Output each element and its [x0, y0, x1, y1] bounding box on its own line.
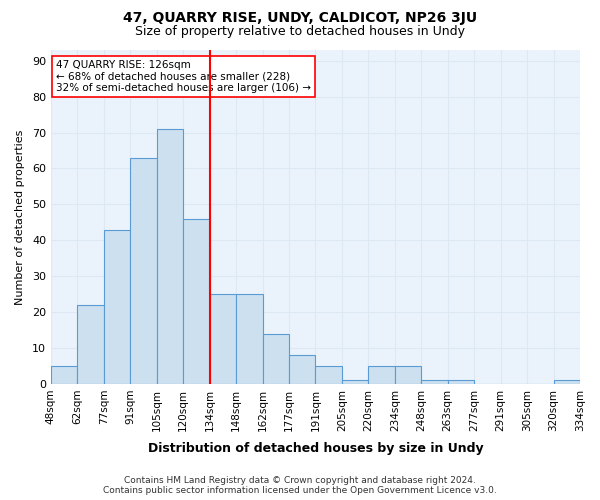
Y-axis label: Number of detached properties: Number of detached properties	[15, 130, 25, 304]
Bar	[448, 380, 474, 384]
Bar	[77, 305, 104, 384]
Bar	[316, 366, 342, 384]
Bar	[342, 380, 368, 384]
Text: Size of property relative to detached houses in Undy: Size of property relative to detached ho…	[135, 25, 465, 38]
Text: Contains HM Land Registry data © Crown copyright and database right 2024.
Contai: Contains HM Land Registry data © Crown c…	[103, 476, 497, 495]
X-axis label: Distribution of detached houses by size in Undy: Distribution of detached houses by size …	[148, 442, 483, 455]
Bar	[157, 129, 183, 384]
Bar	[183, 218, 209, 384]
Bar	[51, 366, 77, 384]
Bar	[263, 334, 289, 384]
Bar	[104, 230, 130, 384]
Bar	[554, 380, 580, 384]
Bar	[236, 294, 263, 384]
Bar	[289, 355, 316, 384]
Text: 47 QUARRY RISE: 126sqm
← 68% of detached houses are smaller (228)
32% of semi-de: 47 QUARRY RISE: 126sqm ← 68% of detached…	[56, 60, 311, 93]
Bar	[209, 294, 236, 384]
Bar	[395, 366, 421, 384]
Bar	[421, 380, 448, 384]
Text: 47, QUARRY RISE, UNDY, CALDICOT, NP26 3JU: 47, QUARRY RISE, UNDY, CALDICOT, NP26 3J…	[123, 11, 477, 25]
Bar	[130, 158, 157, 384]
Bar	[368, 366, 395, 384]
